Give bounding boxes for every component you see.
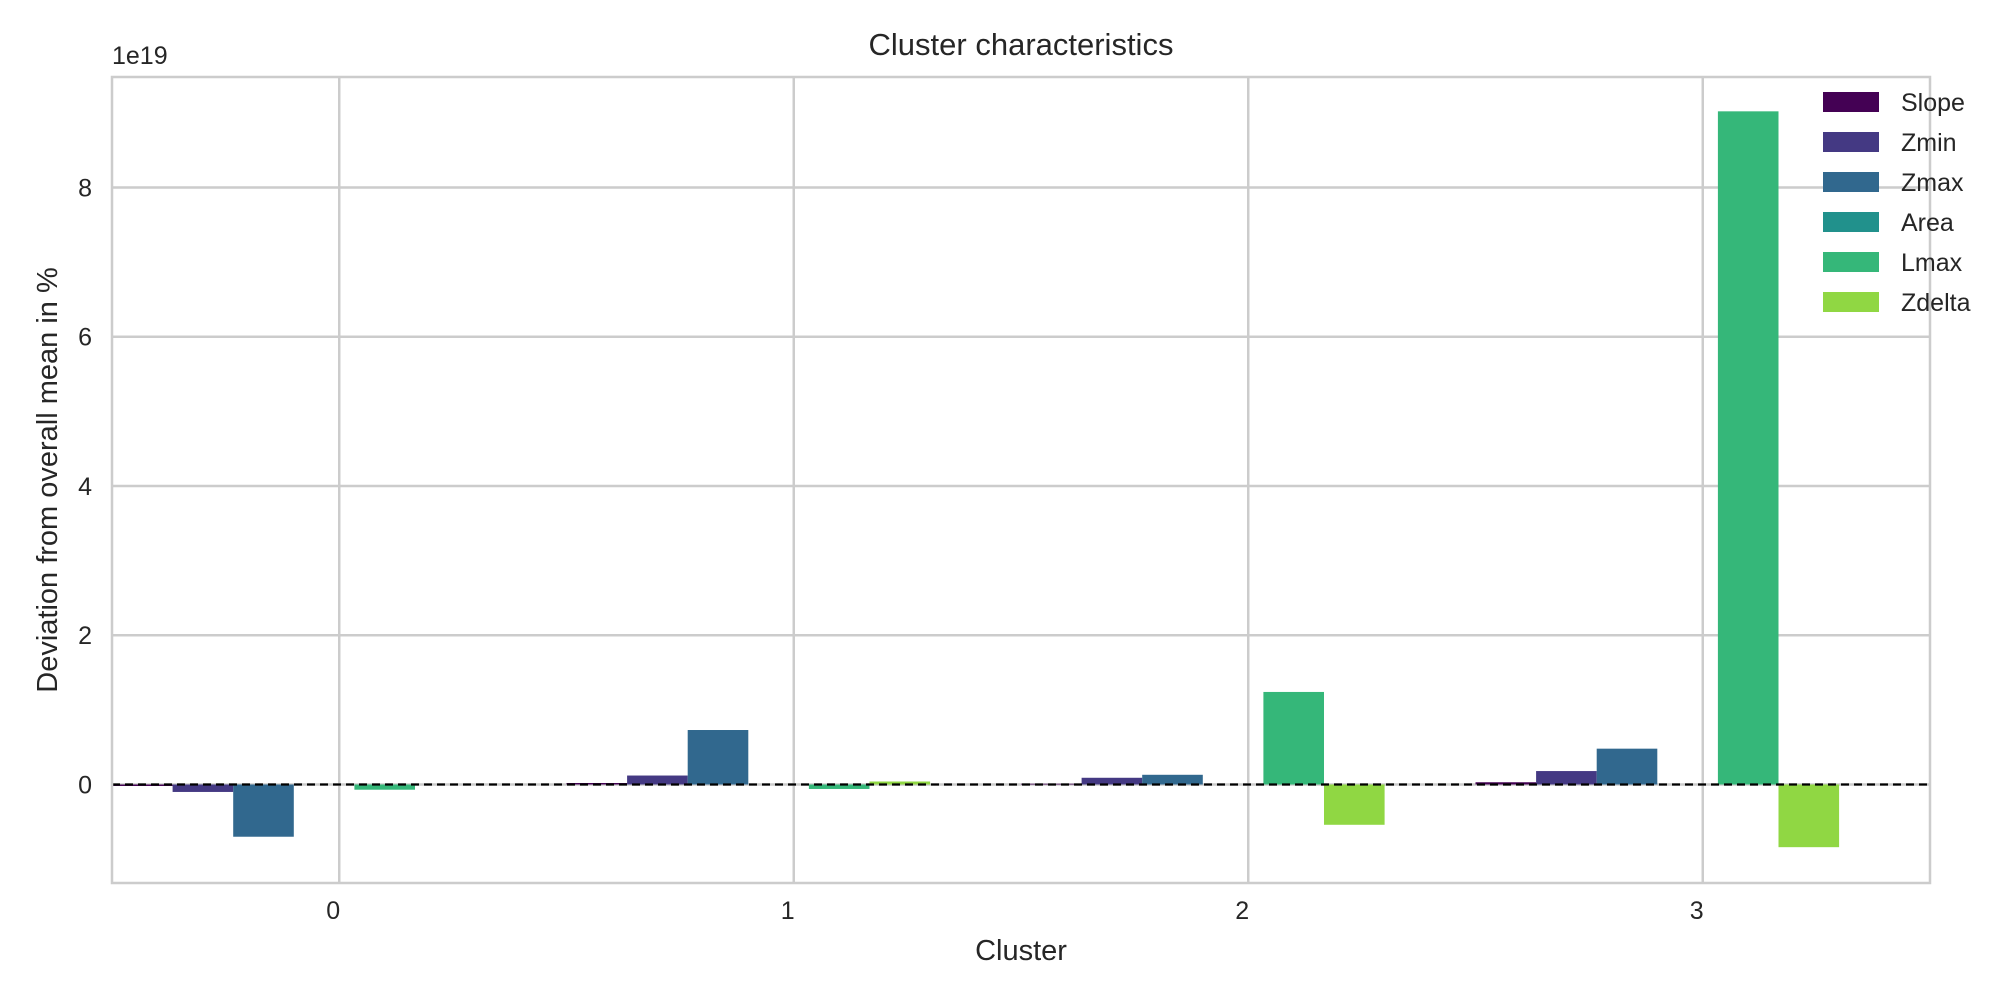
x-tick-label: 3 [1690,897,1704,925]
bar-zmax-cluster-1 [687,730,749,785]
y-tick-label: 6 [78,324,92,352]
bar-zmin-cluster-1 [627,775,688,785]
bar-lmax-cluster-0 [354,784,415,790]
legend-label-zdelta: Zdelta [1901,289,1971,317]
bar-zmin-cluster-2 [1081,777,1143,785]
tick-labels-layer: 0 2 4 6 8 0 1 2 3 [78,174,1704,925]
x-axis-label: Cluster [975,935,1067,967]
legend-label-slope: Slope [1901,89,1965,117]
legend-label-lmax: Lmax [1901,249,1963,277]
legend: Slope Zmin Zmax Area Lmax Zdelta [1823,89,1971,317]
bar-lmax-cluster-1 [808,784,870,789]
legend-swatch-zdelta [1823,292,1879,312]
legend-label-area: Area [1901,209,1954,237]
bar-zmax-cluster-3 [1596,748,1658,785]
y-tick-label: 4 [78,473,92,501]
bar-zdelta-cluster-1 [869,781,931,785]
grid-layer [112,77,1930,883]
plot-frame [110,75,1932,885]
x-tick-label: 0 [326,897,340,925]
bar-zmax-cluster-2 [1142,774,1203,785]
bar-zmax-cluster-0 [233,784,294,837]
legend-swatch-slope [1823,92,1879,112]
bar-lmax-cluster-2 [1263,691,1324,785]
chart-title: Cluster characteristics [869,27,1174,62]
y-tick-label: 8 [78,174,92,202]
x-tick-label: 2 [1235,897,1249,925]
bar-zmin-cluster-3 [1536,771,1597,785]
bar-zmin-cluster-0 [172,784,234,792]
bar-zdelta-cluster-2 [1324,784,1385,825]
legend-label-zmax: Zmax [1901,169,1964,197]
bars-layer [112,111,1840,848]
bar-slope-cluster-3 [1475,782,1537,785]
bar-zdelta-cluster-3 [1778,784,1840,848]
x-tick-label: 1 [781,897,795,925]
legend-label-zmin: Zmin [1901,129,1957,157]
legend-swatch-zmax [1823,172,1879,192]
legend-swatch-lmax [1823,252,1879,272]
y-axis-offset-text: 1e19 [112,42,168,70]
y-axis-label: Deviation from overall mean in % [32,267,64,693]
y-tick-label: 2 [78,622,92,650]
legend-swatch-zmin [1823,132,1879,152]
legend-swatch-area [1823,212,1879,232]
bar-lmax-cluster-3 [1717,111,1779,785]
y-tick-label: 0 [78,771,92,799]
